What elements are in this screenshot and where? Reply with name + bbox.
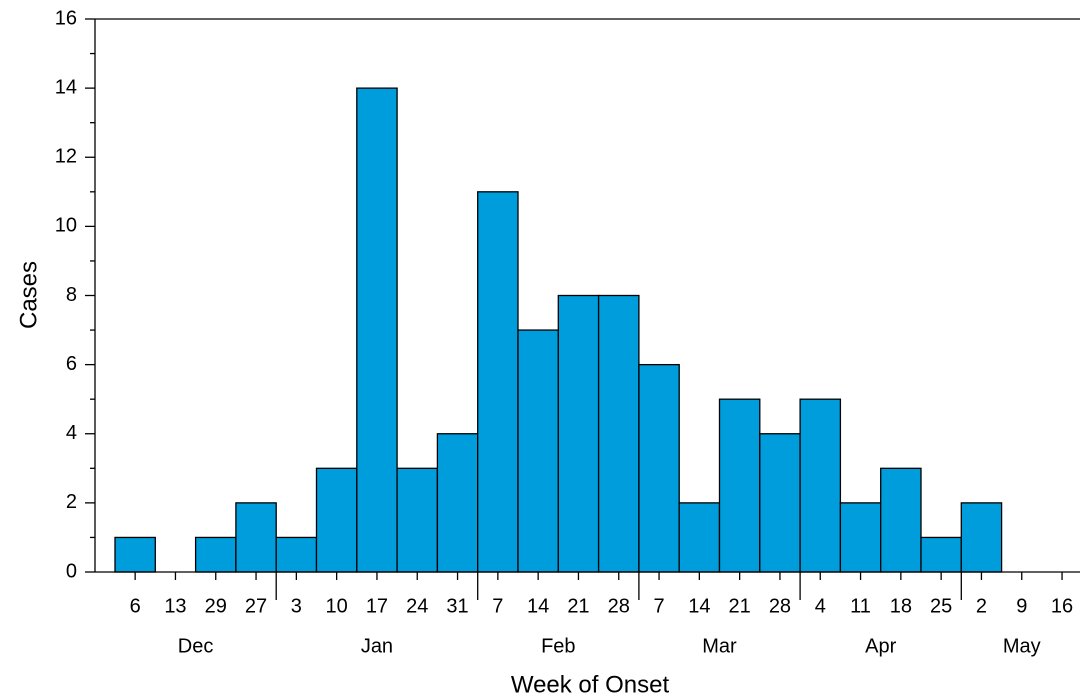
bar <box>477 191 519 573</box>
bar <box>839 502 882 573</box>
x-tick-label: 3 <box>291 595 302 617</box>
y-tick-label: 4 <box>66 422 77 444</box>
bar <box>194 536 237 573</box>
bar <box>436 433 479 573</box>
bar <box>759 433 801 573</box>
month-label: May <box>1003 635 1041 657</box>
y-tick-label: 12 <box>55 146 77 168</box>
bar <box>678 502 721 573</box>
y-tick-label: 8 <box>66 284 77 306</box>
x-tick-label: 4 <box>815 595 826 617</box>
x-tick-label: 13 <box>164 595 186 617</box>
bar <box>799 398 842 573</box>
x-tick-label: 29 <box>205 595 227 617</box>
bar <box>315 467 358 573</box>
x-tick-label: 7 <box>653 595 664 617</box>
month-label: Dec <box>178 635 214 657</box>
bar <box>557 294 600 573</box>
x-tick-label: 6 <box>130 595 141 617</box>
x-tick-label: 28 <box>769 595 791 617</box>
x-tick-label: 11 <box>850 595 871 617</box>
bar <box>356 87 398 573</box>
x-tick-label: 28 <box>608 595 630 617</box>
bar <box>638 363 680 573</box>
bar <box>396 467 439 573</box>
bar <box>920 536 962 573</box>
bar <box>114 536 156 573</box>
y-tick-label: 10 <box>55 215 77 237</box>
x-tick-label: 21 <box>567 595 589 617</box>
x-tick-label: 14 <box>688 595 710 617</box>
bar <box>960 502 1003 573</box>
bar <box>275 536 318 573</box>
y-tick-label: 2 <box>66 491 77 513</box>
y-tick-label: 14 <box>55 76 77 98</box>
x-tick-label: 31 <box>446 595 468 617</box>
x-tick-label: 25 <box>930 595 952 617</box>
month-label: Mar <box>702 635 737 657</box>
x-tick-label: 27 <box>245 595 267 617</box>
month-label: Feb <box>541 635 575 657</box>
bar <box>718 398 761 573</box>
x-tick-label: 24 <box>406 595 428 617</box>
x-tick-label: 14 <box>527 595 549 617</box>
y-tick-label: 16 <box>55 7 77 29</box>
x-tick-label: 17 <box>366 595 388 617</box>
bar <box>517 329 559 573</box>
bar <box>880 467 922 573</box>
y-axis-label: Cases <box>15 261 42 329</box>
x-tick-label: 18 <box>890 595 912 617</box>
x-tick-label: 2 <box>976 595 987 617</box>
month-label: Apr <box>865 635 896 657</box>
y-tick-label: 6 <box>66 353 77 375</box>
x-tick-label: 21 <box>729 595 751 617</box>
x-tick-label: 16 <box>1051 595 1073 617</box>
x-tick-label: 7 <box>492 595 503 617</box>
x-tick-label: 9 <box>1016 595 1027 617</box>
bar <box>597 294 640 573</box>
bar <box>235 502 277 573</box>
month-label: Jan <box>361 635 393 657</box>
x-tick-label: 10 <box>326 595 348 617</box>
x-axis-label: Week of Onset <box>511 671 670 698</box>
y-tick-label: 0 <box>66 560 77 582</box>
